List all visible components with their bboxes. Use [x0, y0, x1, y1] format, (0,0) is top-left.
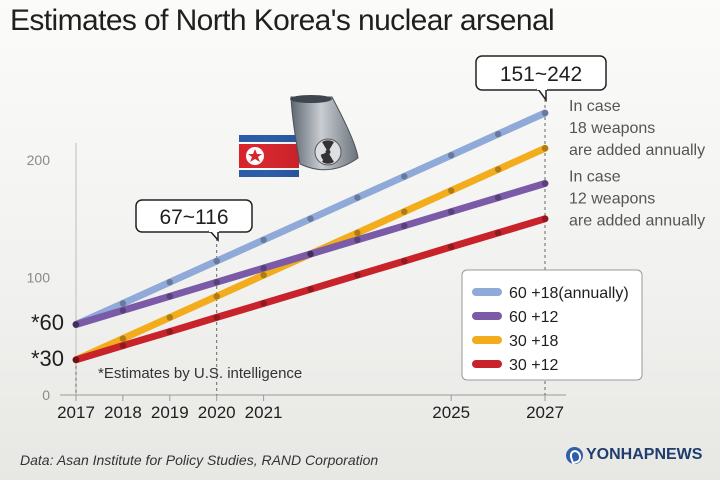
data-point	[119, 307, 127, 314]
data-point	[541, 109, 549, 117]
series-line-1	[72, 180, 549, 328]
x-tick-label: 2027	[526, 403, 564, 422]
page-title: Estimates of North Korea's nuclear arsen…	[10, 4, 555, 37]
series-line-3	[72, 215, 549, 364]
series-line-0	[72, 109, 549, 328]
data-point	[260, 236, 267, 244]
data-point	[213, 293, 220, 300]
brand-text: YONHAPNEWS	[586, 446, 703, 463]
x-tick-label: 2017	[57, 403, 95, 422]
data-point	[401, 208, 408, 215]
data-point	[354, 271, 361, 279]
data-point	[166, 328, 173, 335]
data-point	[354, 229, 361, 237]
x-axis-ticks: 2017 2018 2019 2020 2021 2025 2027	[57, 395, 564, 422]
data-point	[541, 145, 549, 152]
data-point	[307, 250, 314, 258]
data-point	[494, 130, 502, 138]
data-point	[448, 243, 455, 251]
data-point	[119, 300, 127, 307]
data-point	[401, 173, 408, 180]
data-point	[307, 215, 314, 222]
data-point	[166, 293, 173, 300]
legend-label: 60 +12	[509, 309, 558, 326]
start-label-30: *30	[31, 346, 64, 371]
x-tick-label: 2021	[245, 403, 283, 422]
x-tick-label: 2025	[432, 403, 470, 422]
data-point	[354, 194, 361, 201]
brand-logo: YONHAPNEWS	[566, 446, 702, 464]
annotation-0: In case 18 weapons are added annually	[569, 98, 705, 159]
x-tick-label: 2018	[104, 403, 142, 422]
data-point	[72, 321, 80, 328]
data-point	[166, 279, 173, 286]
data-point	[166, 314, 173, 321]
annotation-line: In case	[569, 169, 621, 186]
data-point	[72, 356, 80, 363]
legend-label: 30 +18	[509, 333, 558, 350]
start-label-60: *60	[31, 310, 64, 335]
data-point	[448, 152, 455, 159]
legend-label: 60 +18(annually)	[509, 285, 629, 302]
data-point	[260, 264, 267, 272]
yonhap-logo-icon	[566, 446, 583, 464]
annotation-line: are added annually	[569, 213, 705, 230]
callout-2020-text: 67~116	[159, 206, 228, 229]
x-tick-label: 2020	[198, 403, 236, 422]
data-point	[448, 208, 455, 215]
data-point	[213, 257, 220, 265]
data-point	[494, 229, 502, 237]
data-point	[541, 180, 549, 187]
annotation-line: In case	[569, 98, 621, 115]
legend-label: 30 +12	[509, 357, 558, 374]
nuclear-warhead-icon	[290, 95, 359, 171]
data-point	[541, 215, 549, 222]
x-tick-label: 2019	[151, 403, 189, 422]
data-point	[72, 321, 80, 328]
callout-2020: 67~116	[135, 199, 253, 242]
data-point	[213, 279, 220, 286]
data-point	[260, 300, 267, 307]
data-point	[401, 257, 408, 265]
data-point	[260, 271, 267, 279]
north-korea-flag-icon	[239, 135, 299, 177]
callout-2027-text: 151~242	[500, 63, 582, 86]
data-point	[213, 314, 220, 321]
callout-2027: 151~242	[475, 55, 607, 103]
annotation-line: 18 weapons	[569, 120, 655, 137]
data-point	[307, 250, 314, 258]
data-point	[494, 194, 502, 201]
data-point	[119, 342, 127, 349]
annotation-1: In case 12 weapons are added annually	[569, 169, 705, 230]
y-axis-ticks: 0 100 200	[27, 152, 51, 403]
annotation-line: 12 weapons	[569, 191, 655, 208]
source-note: Data: Asan Institute for Policy Studies,…	[20, 452, 379, 468]
data-point	[307, 286, 314, 293]
annotation-line: are added annually	[569, 142, 705, 159]
data-point	[401, 222, 408, 229]
y-tick-label: 100	[27, 270, 51, 286]
data-point	[119, 335, 127, 342]
footnote: *Estimates by U.S. intelligence	[98, 365, 302, 382]
data-point	[448, 187, 455, 194]
data-point	[72, 356, 80, 363]
data-point	[354, 236, 361, 244]
legend: 60 +18(annually) 60 +12 30 +18 30 +12	[461, 269, 643, 381]
series-layer	[72, 109, 549, 364]
y-tick-label: 200	[27, 152, 51, 168]
data-point	[494, 166, 502, 173]
y-tick-label: 0	[42, 387, 50, 403]
